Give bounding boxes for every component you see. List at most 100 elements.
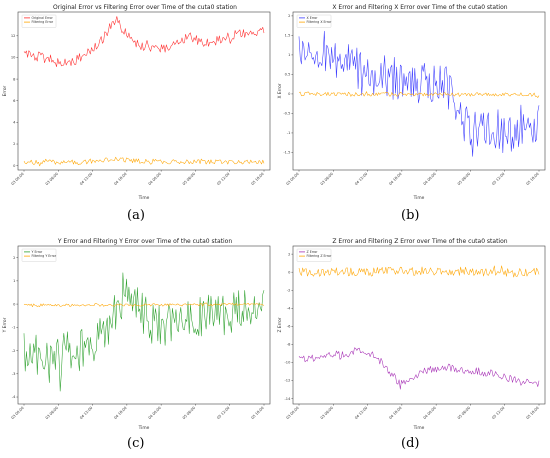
y-tick-label: -4 <box>12 395 16 399</box>
y-tick-label: -3 <box>12 372 16 376</box>
x-axis-label: Time <box>138 425 150 431</box>
chart-panel-b: X Error and Filtering X Error over Time … <box>277 4 546 201</box>
x-tick-label: 04 18:00 <box>113 405 128 420</box>
y-ticks: -14 -12 -10 -8 -6 -4 -2 0 2 <box>285 252 293 401</box>
x-axis-label: Time <box>138 195 150 201</box>
plot-frame <box>292 245 546 405</box>
chart-title: Original Error vs Filtering Error over T… <box>53 4 237 11</box>
x-tick-label: 04 12:00 <box>354 171 369 186</box>
y-tick-label: -4 <box>287 306 291 310</box>
y-tick-label: 1.5 <box>285 34 291 38</box>
x-tick-label: 03 00:00 <box>11 405 26 420</box>
x-tick-label: 05 06:00 <box>457 405 472 420</box>
x-tick-label: 05 18:00 <box>526 171 541 186</box>
series-line <box>298 347 540 390</box>
series-group <box>23 272 265 392</box>
legend-label: Filtering Z Error <box>307 254 332 258</box>
x-tick-label: 03 06:00 <box>320 171 335 186</box>
x-tick-label: 05 12:00 <box>491 171 506 186</box>
legend-box <box>296 248 332 262</box>
y-tick-label: 0 <box>288 270 291 274</box>
y-tick-label: 2 <box>288 14 290 18</box>
x-tick-label: 04 00:00 <box>423 171 438 186</box>
x-axis-label: Time <box>413 195 425 201</box>
legend-box <box>21 14 57 28</box>
series-line <box>23 16 265 68</box>
legend-label: Filtering X Error <box>307 20 332 24</box>
x-tick-label: 04 18:00 <box>388 171 403 186</box>
series-group <box>298 30 540 157</box>
y-tick-label: -0.5 <box>283 112 290 116</box>
series-group <box>298 265 540 390</box>
panel-label-d: (d) <box>401 436 420 451</box>
series-line <box>23 156 265 167</box>
x-tick-label: 04 12:00 <box>79 171 94 186</box>
plot-frame <box>17 11 271 171</box>
x-tick-label: 03 00:00 <box>286 405 301 420</box>
y-tick-label: -10 <box>285 361 292 365</box>
y-tick-label: -2 <box>12 349 16 353</box>
x-tick-label: 04 00:00 <box>148 405 163 420</box>
y-tick-label: 10 <box>11 56 16 60</box>
y-axis-label: Error <box>2 85 8 96</box>
y-tick-label: 6 <box>13 99 16 103</box>
x-tick-label: 03 00:00 <box>286 171 301 186</box>
x-tick-label: 04 12:00 <box>79 405 94 420</box>
legend-label: Filtering Error <box>32 20 54 24</box>
legend-label: X Error <box>307 16 319 20</box>
y-tick-label: -1 <box>12 326 16 330</box>
y-tick-label: 1 <box>288 53 290 57</box>
y-tick-label: 1 <box>13 279 15 283</box>
y-ticks: 0 2 4 6 8 10 12 <box>11 34 18 168</box>
panel-label-c: (c) <box>127 436 145 451</box>
chart-panel-c: Y Error and Filtering Y Error over Time … <box>2 238 271 431</box>
y-tick-label: -8 <box>287 343 291 347</box>
x-ticks: 03 00:00 03 06:00 04 12:00 04 18:00 04 00:00… <box>11 404 266 420</box>
x-tick-label: 03 06:00 <box>45 405 60 420</box>
legend-label: Z Error <box>307 250 319 254</box>
y-tick-label: -12 <box>285 379 291 383</box>
y-tick-label: 0 <box>13 302 16 306</box>
chart-panel-d: Z Error and Filtering Z Error over Time … <box>277 238 546 431</box>
y-tick-label: 12 <box>11 34 16 38</box>
x-tick-label: 05 18:00 <box>251 171 266 186</box>
plot-frame <box>292 11 546 171</box>
x-tick-label: 05 06:00 <box>182 171 197 186</box>
y-ticks: -4 -3 -2 -1 0 1 2 <box>12 256 18 399</box>
series-line <box>298 265 540 278</box>
y-tick-label: 4 <box>13 121 16 125</box>
plot-frame <box>17 245 271 405</box>
y-tick-label: 2 <box>288 252 290 256</box>
legend-box <box>21 248 57 262</box>
y-tick-label: 0 <box>13 164 16 168</box>
series-line <box>298 30 540 157</box>
chart-title: X Error and Filtering X Error over Time … <box>332 4 507 11</box>
y-axis-label: Y Error <box>2 317 8 333</box>
series-line <box>298 91 540 98</box>
x-tick-label: 04 00:00 <box>148 171 163 186</box>
series-line <box>23 272 265 392</box>
y-tick-label: -6 <box>287 325 291 329</box>
x-tick-label: 03 06:00 <box>45 171 60 186</box>
x-axis-label: Time <box>413 425 425 431</box>
x-ticks: 03 00:00 03 06:00 04 12:00 04 18:00 04 00:00… <box>11 170 266 186</box>
y-tick-label: 2 <box>13 256 15 260</box>
x-ticks: 03 00:00 03 06:00 04 12:00 04 18:00 04 00:00… <box>286 170 541 186</box>
chart-panel-a: Original Error vs Filtering Error over T… <box>2 4 271 201</box>
panel-label-b: (b) <box>401 208 420 223</box>
series-group <box>23 16 265 167</box>
y-axis-label: X Error <box>277 83 283 98</box>
legend-box <box>296 14 332 28</box>
y-tick-label: -2 <box>287 288 291 292</box>
x-tick-label: 03 06:00 <box>320 405 335 420</box>
y-tick-label: 2 <box>13 142 15 146</box>
legend-label: Filtering Y Error <box>32 254 57 258</box>
y-tick-label: 8 <box>13 77 16 81</box>
x-tick-label: 05 18:00 <box>251 405 266 420</box>
series-line <box>23 302 265 308</box>
x-tick-label: 05 06:00 <box>457 171 472 186</box>
x-tick-label: 04 12:00 <box>354 405 369 420</box>
y-tick-label: -14 <box>285 397 292 401</box>
x-tick-label: 03 00:00 <box>11 171 26 186</box>
